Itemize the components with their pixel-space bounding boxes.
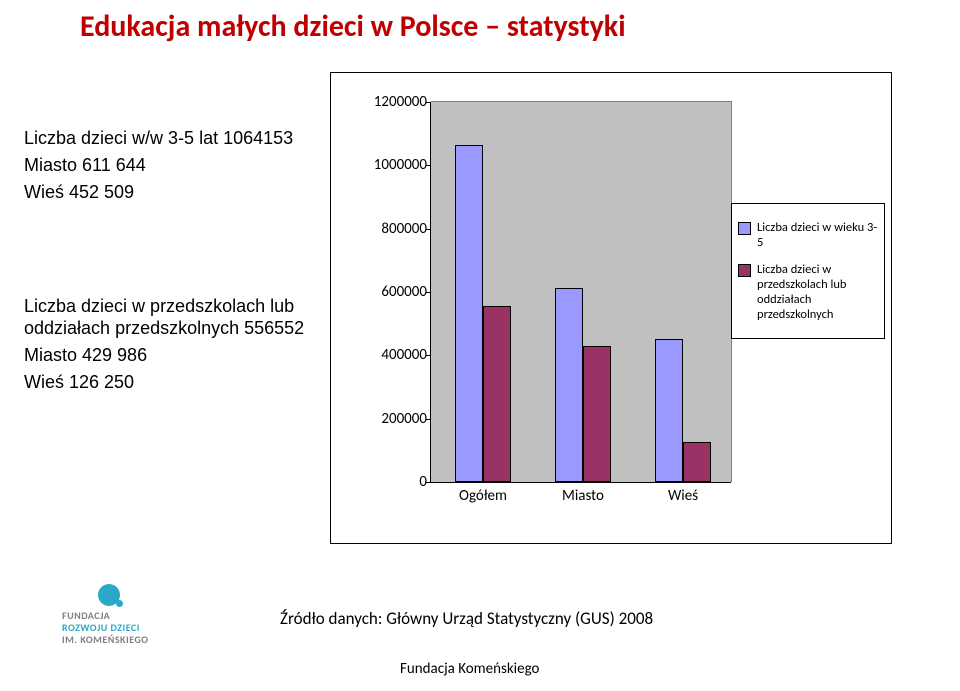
- y-tick-label: 600000: [337, 283, 427, 301]
- foundation-logo: FUNDACJA ROZWOJU DZIECI IM. KOMEŃSKIEGO: [60, 590, 200, 650]
- y-tick-mark: [426, 419, 431, 420]
- x-tick-label: Miasto: [543, 487, 623, 505]
- logo-text: FUNDACJA ROZWOJU DZIECI IM. KOMEŃSKIEGO: [62, 610, 149, 646]
- y-tick-label: 800000: [337, 220, 427, 238]
- source-text: Źródło danych: Główny Urząd Statystyczny…: [280, 608, 653, 629]
- chart-bar: [683, 442, 711, 482]
- stats-block-top: Liczba dzieci w/w 3-5 lat 1064153 Miasto…: [24, 128, 324, 209]
- stat-line: Liczba dzieci w/w 3-5 lat 1064153: [24, 128, 324, 149]
- y-tick-mark: [426, 229, 431, 230]
- foundation-text: Fundacja Komeńskiego: [400, 660, 539, 678]
- legend-swatch-icon: [738, 264, 751, 277]
- stats-block-bottom: Liczba dzieci w przedszkolach lub oddzia…: [24, 295, 334, 399]
- chart-legend: Liczba dzieci w wieku 3-5 Liczba dzieci w…: [731, 203, 885, 339]
- legend-item: Liczba dzieci w przedszkolach lub oddzia…: [738, 262, 878, 322]
- stat-line: Miasto 429 986: [24, 345, 334, 366]
- legend-label: Liczba dzieci w wieku 3-5: [757, 220, 878, 250]
- y-tick-mark: [426, 292, 431, 293]
- legend-swatch-icon: [738, 222, 751, 235]
- logo-line: IM. KOMEŃSKIEGO: [62, 634, 149, 646]
- y-tick-mark: [426, 482, 431, 483]
- x-tick-label: Ogółem: [443, 487, 523, 505]
- y-tick-label: 200000: [337, 410, 427, 428]
- page-title: Edukacja małych dzieci w Polsce – statys…: [80, 8, 626, 45]
- chart-bar: [655, 339, 683, 482]
- chart-bar: [555, 288, 583, 482]
- stat-line: Liczba dzieci w przedszkolach lub oddzia…: [24, 295, 334, 339]
- chart-container: 020000040000060000080000010000001200000 …: [330, 72, 892, 544]
- chart-bar: [483, 306, 511, 482]
- x-tick-label: Wieś: [643, 487, 723, 505]
- stat-line: Miasto 611 644: [24, 155, 324, 176]
- chart-bar: [455, 145, 483, 482]
- legend-item: Liczba dzieci w wieku 3-5: [738, 220, 878, 250]
- stat-line: Wieś 126 250: [24, 372, 334, 393]
- y-tick-mark: [426, 355, 431, 356]
- logo-circle-icon: [116, 600, 123, 607]
- y-tick-label: 0: [337, 473, 427, 491]
- y-tick-label: 1200000: [337, 93, 427, 111]
- y-tick-mark: [426, 102, 431, 103]
- y-tick-mark: [426, 165, 431, 166]
- y-tick-label: 1000000: [337, 156, 427, 174]
- legend-label: Liczba dzieci w przedszkolach lub oddzia…: [757, 262, 878, 322]
- chart-plot-area: 020000040000060000080000010000001200000: [431, 101, 732, 482]
- y-tick-label: 400000: [337, 346, 427, 364]
- x-axis: [431, 482, 731, 483]
- stat-line: Wieś 452 509: [24, 182, 324, 203]
- chart-bar: [583, 346, 611, 482]
